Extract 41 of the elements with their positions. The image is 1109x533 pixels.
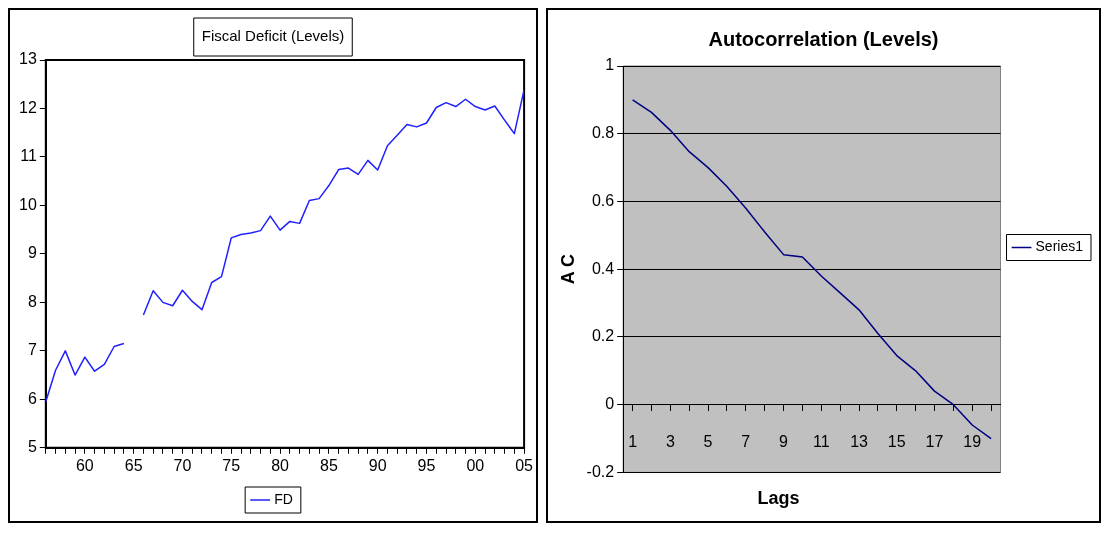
x-axis-title: Lags — [756, 487, 801, 510]
y-tick-label: 0 — [605, 395, 615, 413]
x-tick-label: 1 — [628, 432, 638, 450]
x-tick-label: 13 — [850, 432, 869, 450]
y-tick-label: 0.4 — [591, 259, 615, 277]
y-tick-label: -0.2 — [586, 462, 615, 480]
x-tick-label: 95 — [417, 456, 436, 474]
x-tick-label: 05 — [515, 456, 534, 474]
chart-title: Fiscal Deficit (Levels) — [201, 27, 345, 45]
x-tick-label: 85 — [319, 456, 338, 474]
x-tick-label: 15 — [887, 432, 906, 450]
legend-label: FD — [274, 490, 293, 507]
y-tick-label: 11 — [20, 147, 37, 165]
y-tick-label: 9 — [27, 244, 37, 262]
y-tick-label: 13 — [19, 50, 37, 68]
y-tick-label: 10 — [19, 195, 37, 213]
x-tick-label: 75 — [222, 456, 241, 474]
legend-label: Series1 — [1035, 238, 1084, 255]
x-tick-label: 7 — [741, 432, 751, 450]
y-tick-label: 8 — [27, 292, 37, 310]
x-tick-label: 80 — [271, 456, 290, 474]
y-tick-label: 0.8 — [591, 124, 615, 142]
y-tick-label: 12 — [19, 98, 37, 116]
y-tick-label: 6 — [27, 389, 37, 407]
x-tick-label: 65 — [124, 456, 143, 474]
x-tick-label: 60 — [75, 456, 94, 474]
x-tick-label: 11 — [812, 432, 830, 450]
x-tick-label: 9 — [779, 432, 789, 450]
chart-title: Autocorrelation (Levels) — [708, 27, 939, 50]
y-tick-label: 0.2 — [591, 327, 615, 345]
y-axis-title: A C — [557, 254, 578, 285]
x-tick-label: 19 — [963, 432, 982, 450]
x-tick-label: 90 — [368, 456, 387, 474]
y-tick-label: 1 — [605, 56, 615, 74]
x-tick-label: 3 — [665, 432, 675, 450]
y-tick-label: 0.6 — [591, 191, 615, 209]
x-tick-label: 5 — [703, 432, 713, 450]
x-tick-label: 17 — [925, 432, 944, 450]
x-tick-label: 70 — [173, 456, 192, 474]
x-tick-label: 00 — [466, 456, 485, 474]
y-tick-label: 7 — [27, 341, 37, 359]
